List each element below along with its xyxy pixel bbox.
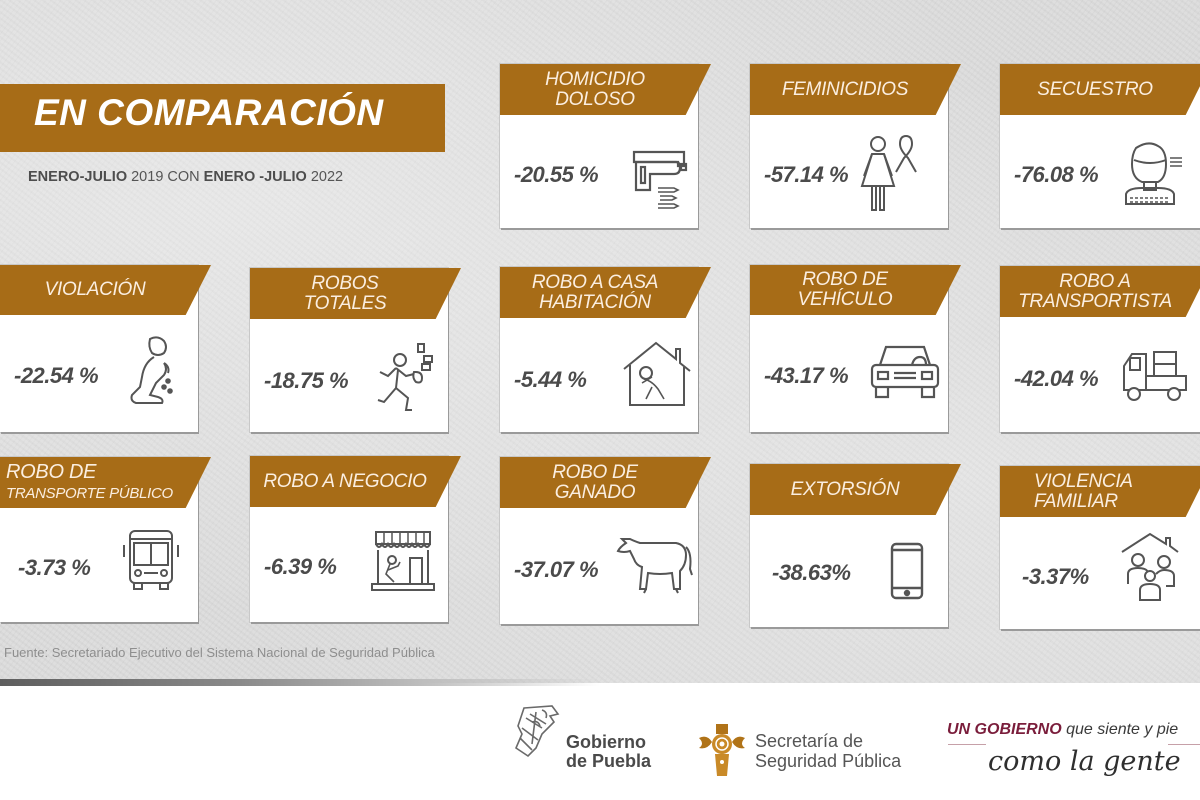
card-label: ROBO DE TRANSPORTE PÚBLICO: [6, 460, 173, 502]
subtitle-year-1: 2019 CON: [127, 169, 204, 185]
family-house-icon: [1120, 532, 1182, 604]
slogan-strong: UN GOBIERNO: [947, 721, 1062, 738]
slogan-line-1: UN GOBIERNO que siente y pie: [947, 721, 1178, 739]
card-value: -37.07 %: [514, 557, 599, 582]
card-value: -22.54 %: [14, 363, 99, 388]
ssp-wordmark: Secretaría de Seguridad Pública: [755, 731, 902, 771]
woman-ribbon-icon: [858, 132, 920, 214]
slogan-rule-left: [948, 744, 986, 745]
card-value: -42.04 %: [1014, 366, 1099, 391]
handgun-icon: [628, 144, 690, 210]
page-title: EN COMPARACIÓN: [34, 92, 384, 133]
card-label: FEMINICIDIOS: [781, 78, 909, 100]
truck-icon: [1120, 346, 1192, 406]
card-banner: [500, 457, 711, 508]
title-banner: [0, 84, 445, 152]
card-banner: [250, 456, 461, 507]
card-banner: [1000, 466, 1200, 517]
card-label: SECUESTRO: [1037, 78, 1153, 100]
card-value: -5.44 %: [514, 367, 587, 392]
card-value: -38.63%: [772, 560, 851, 585]
house-burglar-icon: [622, 339, 692, 409]
gobierno-puebla-logo: [512, 704, 564, 771]
subtitle-period-1: ENERO-JULIO: [28, 169, 128, 185]
card-value: -3.37%: [1022, 564, 1089, 589]
ssp-emblem-logo: [697, 722, 747, 785]
slogan-rest: que siente y pie: [1061, 721, 1179, 738]
storefront-thief-icon: [370, 530, 436, 592]
hooded-hostage-icon: [1122, 138, 1188, 210]
card-banner: [0, 265, 211, 315]
card-label: EXTORSIÓN: [790, 478, 900, 500]
subtitle-year-2: 2022: [306, 169, 344, 185]
card-banner: [250, 268, 461, 319]
card-label: ROBO A TRANSPORTISTA: [1018, 270, 1172, 312]
card-banner: [500, 64, 711, 115]
card-banner: [750, 464, 961, 515]
card-value: -76.08 %: [1014, 162, 1099, 187]
card-banner: [1000, 64, 1200, 115]
car-icon: [868, 341, 942, 403]
card-label: ROBO DE GANADO: [552, 461, 638, 503]
card-label: VIOLACIÓN: [44, 279, 146, 300]
subtitle-period-2: ENERO -JULIO: [203, 169, 307, 185]
card-value: -18.75 %: [264, 368, 349, 393]
cow-icon: [616, 533, 698, 595]
gradient-divider: [0, 679, 600, 686]
card-value: -6.39 %: [264, 554, 337, 579]
running-thief-icon: [376, 342, 438, 414]
slogan-rule-right: [1168, 744, 1200, 745]
card-banner: [500, 267, 711, 318]
page-subtitle: ENERO-JULIO 2019 CON ENERO -JULIO 2022: [28, 169, 343, 185]
card-label: HOMICIDIO DOLOSO: [545, 68, 645, 110]
card-label: ROBO DE VEHÍCULO: [797, 269, 893, 310]
card-label: ROBO A CASA HABITACIÓN: [531, 271, 659, 313]
card-label: ROBOS TOTALES: [303, 272, 387, 314]
source-citation: Fuente: Secretariado Ejecutivo del Siste…: [4, 645, 435, 660]
card-label: ROBO A NEGOCIO: [263, 470, 427, 492]
slogan-script: como la gente: [988, 746, 1181, 777]
card-value: -43.17 %: [764, 363, 849, 388]
card-banner: [1000, 266, 1200, 317]
card-label: VIOLENCIA FAMILIAR: [1034, 470, 1133, 512]
gobierno-puebla-wordmark: Gobierno de Puebla: [566, 732, 652, 771]
card-value: -57.14 %: [764, 162, 849, 187]
card-value: -20.55 %: [514, 162, 599, 187]
smartphone-icon: [890, 542, 924, 600]
card-banner: [0, 457, 211, 508]
card-banner: [750, 64, 961, 115]
kneeling-victim-icon: [128, 333, 180, 409]
card-banner: [750, 265, 961, 315]
card-value: -3.73 %: [18, 555, 91, 580]
bus-icon: [122, 529, 180, 591]
